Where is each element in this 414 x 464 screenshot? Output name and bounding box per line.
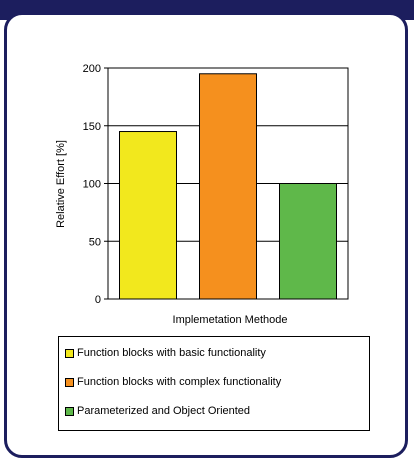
axes	[104, 67, 349, 300]
y-tick-labels: 0 50 100 150 200	[83, 63, 101, 306]
x-axis-label: Implemetation Methode	[173, 314, 288, 326]
bars	[119, 73, 337, 300]
legend-swatch-complex	[65, 377, 74, 387]
y-tick-label-150: 150	[83, 121, 101, 133]
y-tick-label-200: 200	[83, 63, 101, 75]
y-tick-label-0: 0	[95, 294, 101, 306]
bar-2	[199, 73, 257, 300]
legend-label-complex: Function blocks with complex functionali…	[77, 376, 282, 388]
legend-swatch-basic	[65, 348, 74, 358]
legend-item-basic: Function blocks with basic functionality	[65, 345, 266, 361]
legend-item-complex: Function blocks with complex functionali…	[65, 374, 281, 390]
bar-3	[279, 183, 337, 300]
legend-label-basic: Function blocks with basic functionality	[77, 347, 266, 359]
chart-legend: Function blocks with basic functionality…	[58, 336, 370, 431]
legend-item-oo: Parameterized and Object Oriented	[65, 403, 250, 419]
y-axis-label: Relative Effort [%]	[55, 140, 67, 228]
y-tick-label-50: 50	[89, 236, 101, 248]
legend-swatch-oo	[65, 406, 74, 416]
bar-1	[119, 131, 177, 300]
y-tick-label-100: 100	[83, 179, 101, 191]
legend-label-oo: Parameterized and Object Oriented	[77, 405, 251, 417]
